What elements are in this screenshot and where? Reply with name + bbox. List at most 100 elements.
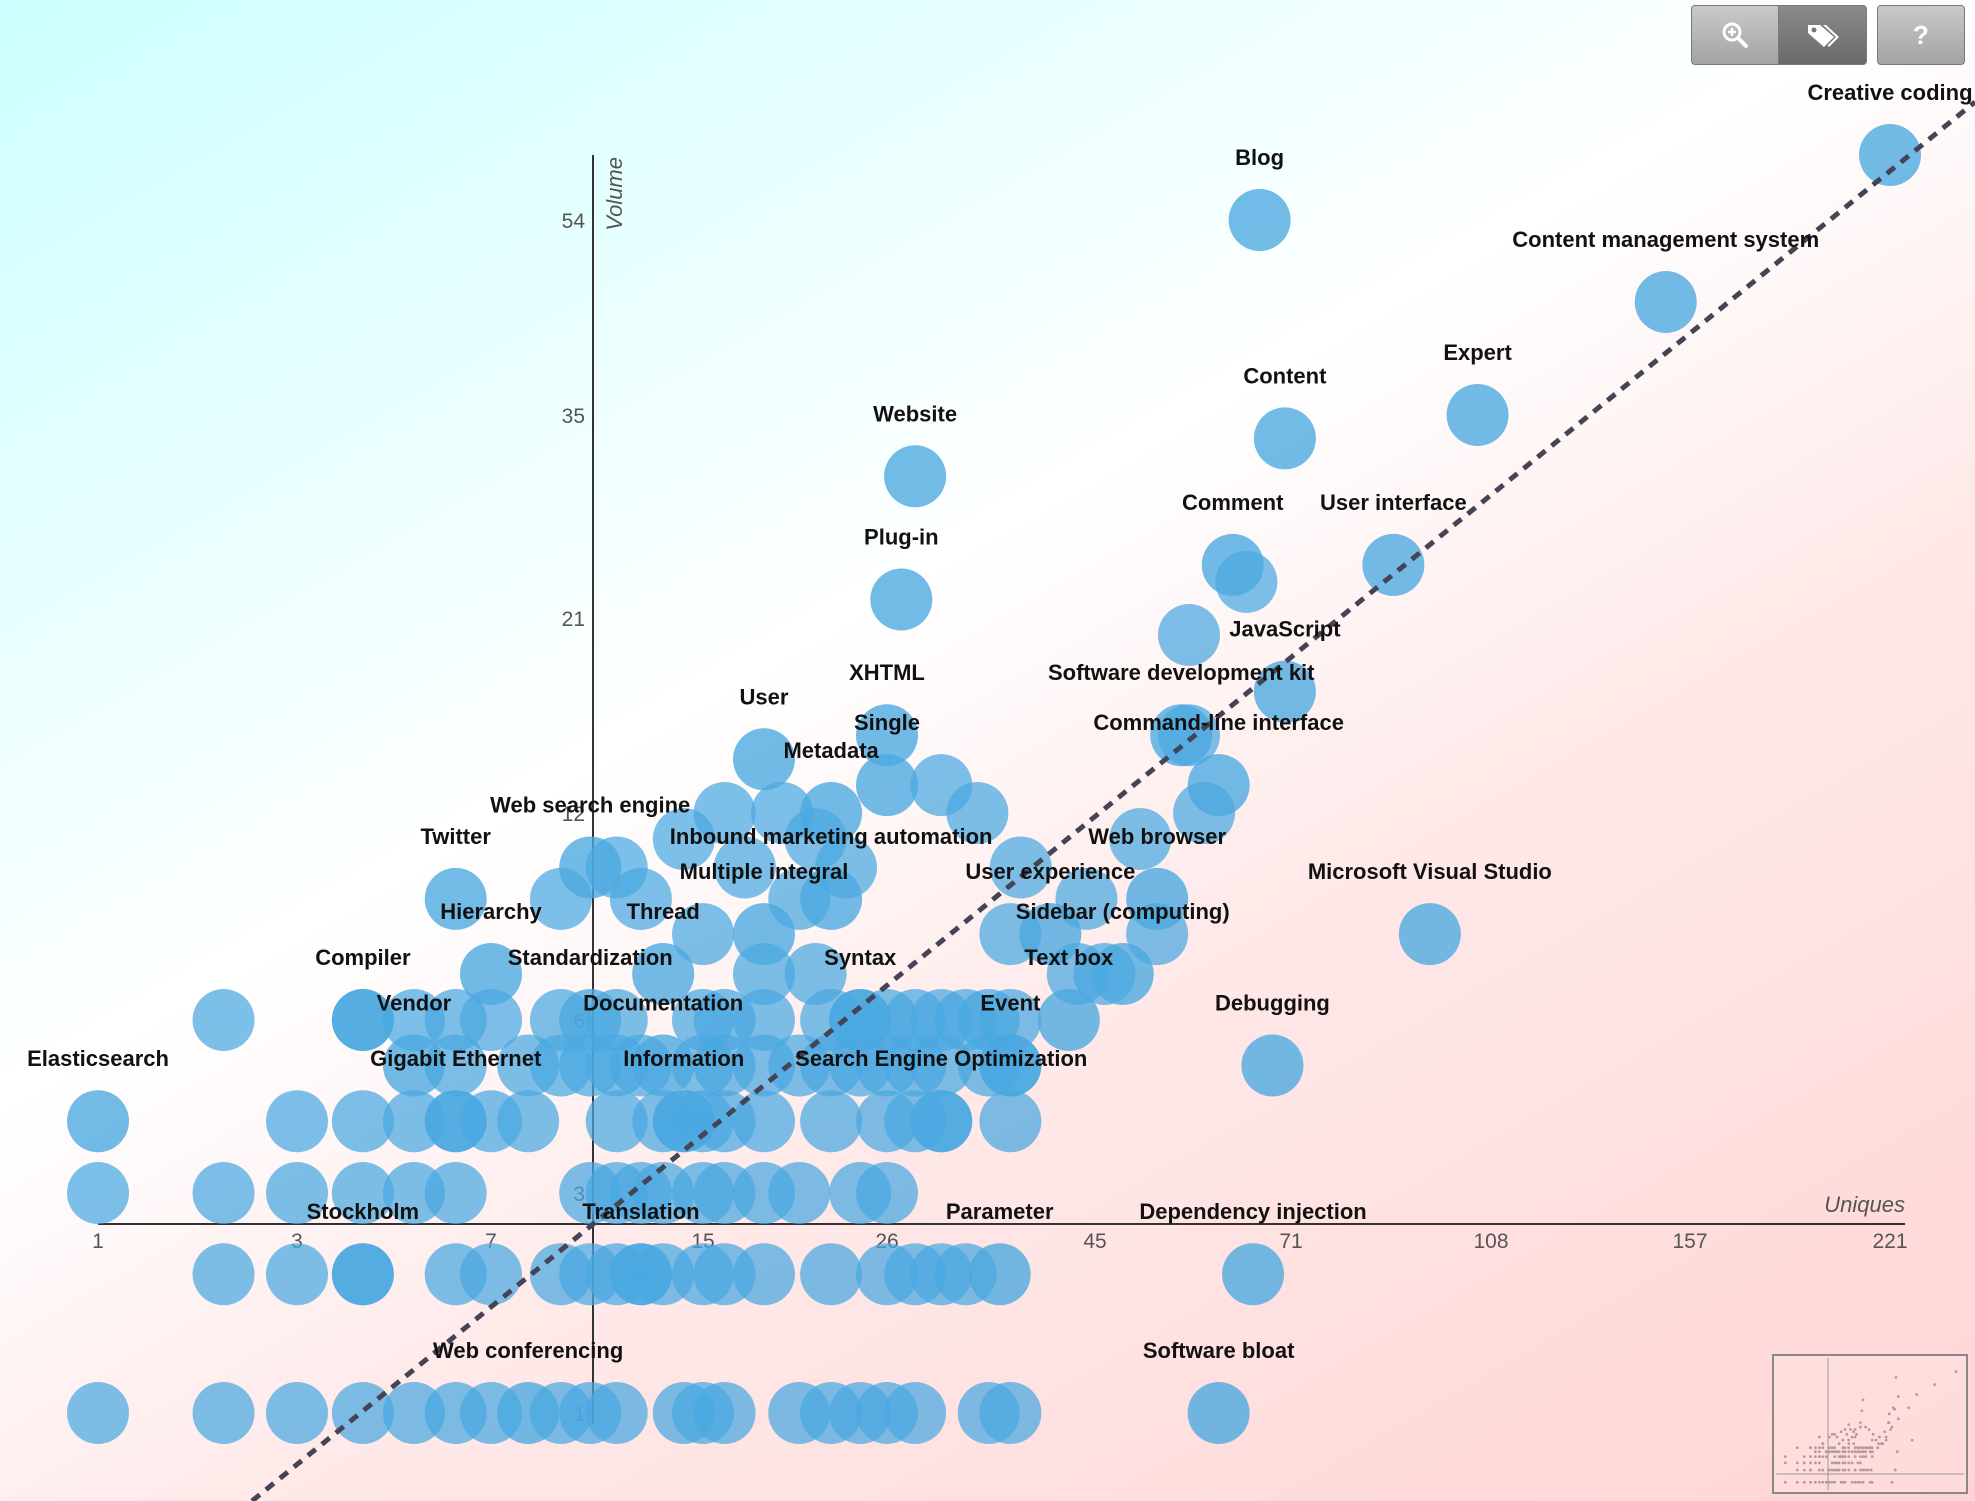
data-bubble[interactable] [1634,270,1697,333]
data-bubble[interactable] [424,1162,487,1224]
data-bubble[interactable] [693,782,756,844]
minimap-dot [1890,1480,1894,1484]
minimap-dot [1853,1450,1857,1454]
data-bubble[interactable] [732,1243,795,1306]
data-bubble[interactable] [884,1382,947,1444]
data-bubble[interactable] [968,1243,1031,1306]
bubble-label: XHTML [849,660,925,685]
data-bubble[interactable] [910,1090,973,1153]
data-bubble[interactable] [800,1090,863,1153]
data-bubble[interactable] [1187,754,1250,817]
data-bubble[interactable] [192,1243,255,1306]
data-bubble[interactable] [856,754,918,817]
data-bubble[interactable] [979,989,1042,1051]
data-bubble[interactable] [856,704,918,767]
data-bubble[interactable] [1253,660,1316,723]
data-bubble[interactable] [67,1090,129,1153]
labels-toggle-button[interactable] [1779,5,1867,65]
data-bubble[interactable] [67,1382,129,1444]
data-bubble[interactable] [1222,1243,1285,1306]
minimap-dot [1795,1468,1799,1472]
data-bubble[interactable] [266,1090,328,1153]
data-bubble[interactable] [67,1162,129,1224]
data-bubble[interactable] [266,1382,328,1444]
data-bubble[interactable] [632,1034,695,1097]
data-bubble[interactable] [559,836,622,899]
data-bubble[interactable] [1228,189,1291,251]
data-bubble[interactable] [460,1243,522,1306]
data-bubble[interactable] [1019,903,1082,966]
data-bubble[interactable] [672,903,734,966]
minimap-dot [1868,1480,1872,1484]
data-bubble[interactable] [732,728,795,791]
data-bubble[interactable] [609,867,672,930]
data-bubble[interactable] [1201,533,1264,596]
data-bubble[interactable] [424,867,487,930]
data-bubble[interactable] [460,942,522,1005]
data-bubble[interactable] [424,1090,487,1153]
data-bubble[interactable] [989,836,1052,899]
data-bubble[interactable] [979,1090,1042,1153]
data-bubble[interactable] [266,1243,328,1306]
data-bubble[interactable] [460,989,522,1051]
data-bubble[interactable] [331,1162,394,1224]
bubble-label: Dependency injection [1139,1199,1366,1224]
data-bubble[interactable] [652,1090,715,1153]
data-bubble[interactable] [1398,903,1461,966]
data-bubble[interactable] [732,1090,795,1153]
data-bubble[interactable] [585,1090,648,1153]
data-bubble[interactable] [331,1090,394,1153]
data-bubble[interactable] [713,836,776,899]
data-bubble[interactable] [884,445,947,508]
data-bubble[interactable] [1187,1382,1250,1444]
data-bubble[interactable] [979,1034,1042,1097]
data-bubble[interactable] [497,1382,560,1444]
data-bubble[interactable] [331,989,394,1051]
data-bubble[interactable] [732,903,795,966]
minimap-dot [1867,1428,1871,1431]
data-bubble[interactable] [870,568,933,631]
data-bubble[interactable] [910,754,973,817]
data-bubble[interactable] [382,1034,445,1097]
data-bubble[interactable] [585,1382,648,1444]
zoom-button[interactable] [1691,5,1779,65]
data-bubble[interactable] [266,1162,328,1224]
data-bubble[interactable] [609,1243,672,1306]
data-bubble[interactable] [800,782,863,844]
minimap-dot [1845,1432,1849,1436]
bubble-label: Comment [1182,490,1284,515]
data-bubble[interactable] [1253,407,1316,470]
data-bubble[interactable] [632,942,695,1005]
data-bubble[interactable] [784,942,847,1005]
bubble-label: Elasticsearch [27,1046,169,1071]
help-button[interactable]: ? [1877,5,1965,65]
data-bubble[interactable] [192,989,255,1051]
data-bubble[interactable] [1126,867,1189,930]
data-bubble[interactable] [559,989,622,1051]
minimap[interactable] [1772,1354,1968,1494]
data-bubble[interactable] [979,1382,1042,1444]
data-bubble[interactable] [1037,989,1100,1051]
data-bubble[interactable] [910,1034,973,1097]
data-bubble[interactable] [1859,124,1921,186]
data-bubble[interactable] [768,1162,831,1224]
data-bubble[interactable] [800,867,863,930]
data-bubble[interactable] [192,1162,255,1224]
data-bubble[interactable] [1362,533,1425,596]
minimap-dot [1814,1455,1817,1458]
data-bubble[interactable] [829,989,892,1051]
data-bubble[interactable] [497,1090,560,1153]
data-bubble[interactable] [1150,704,1213,767]
data-bubble[interactable] [1241,1034,1304,1097]
data-bubble[interactable] [192,1382,255,1444]
data-bubble[interactable] [1091,942,1154,1005]
data-bubble[interactable] [1109,807,1172,870]
data-bubble[interactable] [732,989,795,1051]
minimap-dot [1910,1438,1914,1442]
data-bubble[interactable] [800,1243,863,1306]
data-bubble[interactable] [1446,384,1509,446]
data-bubble[interactable] [693,1382,756,1444]
data-bubble[interactable] [1157,604,1220,667]
data-bubble[interactable] [856,1162,918,1224]
data-bubble[interactable] [331,1243,394,1306]
